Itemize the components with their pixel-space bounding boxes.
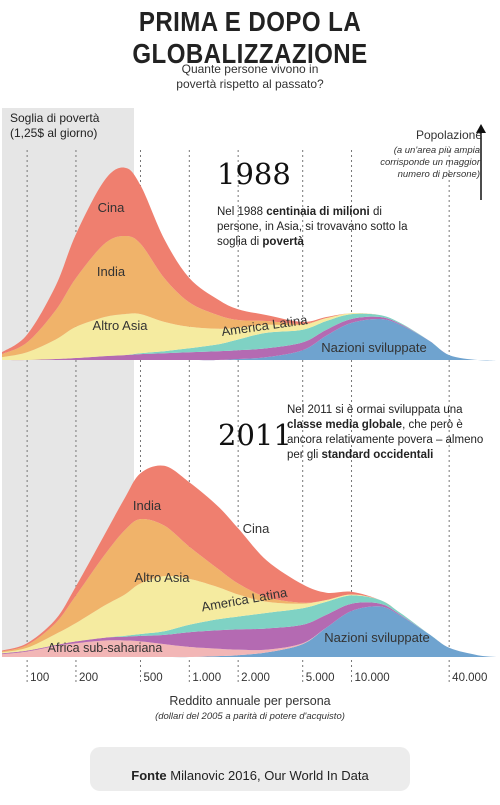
note-2011-part-1: Nel 2011 si è ormai sviluppata una <box>287 404 463 416</box>
poverty-line-label-1: Soglia di povertà <box>10 111 100 125</box>
note-2011-part-3: , che però è ancora relativamente povera… <box>287 419 484 461</box>
population-note-line-3: numero di persone) <box>397 169 480 180</box>
area-2011-nazioni-sviluppate <box>2 606 498 658</box>
year-2011-label: 2011 <box>218 418 292 452</box>
subtitle-line-1: Quante persone vivono in <box>181 62 319 76</box>
note-1988-part-1: Nel 1988 <box>217 206 267 218</box>
x-axis-subtitle: (dollari del 2005 a parità di potere d'a… <box>155 711 345 722</box>
population-arrow-head-icon <box>476 124 486 133</box>
population-note: (a un'area più ampia corrisponde un magg… <box>310 145 480 181</box>
chart-subtitle: Quante persone vivono in povertà rispett… <box>130 62 370 92</box>
poverty-line-label: Soglia di povertà (1,25$ al giorno) <box>10 111 99 141</box>
label-1988-nazioni-sviluppate: Nazioni sviluppate <box>321 340 427 355</box>
label-2011-nazioni-sviluppate: Nazioni sviluppate <box>324 630 430 645</box>
page-title: PRIMA E DOPO LA GLOBALIZZAZIONE <box>132 6 368 69</box>
poverty-line-label-2: (1,25$ al giorno) <box>10 126 98 140</box>
note-2011: Nel 2011 si è ormai sviluppata una class… <box>287 403 497 463</box>
label-1988-altro-asia: Altro Asia <box>93 318 149 333</box>
note-2011-part-4: standard occidentali <box>321 449 434 461</box>
label-2011-africa-sub-sahariana: Africa sub-sahariana <box>48 641 163 655</box>
x-tick-label-2000: 2.000 <box>241 672 270 684</box>
population-note-line-1: (a un'area più ampia <box>393 145 480 156</box>
area-1988-india <box>2 236 498 361</box>
source-line: Fonte Milanovic 2016, Our World In Data <box>90 768 410 783</box>
x-tick-label-40000: 40.000 <box>452 672 487 684</box>
note-1988: Nel 1988 centinaia di milioni di persone… <box>217 205 417 250</box>
area-1988-altro <box>2 316 498 361</box>
note-1988-part-2: centinaia di milioni <box>266 206 370 218</box>
area-2011-africa-sub-sahariana <box>2 606 498 658</box>
year-1988-label: 1988 <box>217 157 291 191</box>
note-1988-part-3: di persone, in Asia, si trovavano sotto … <box>217 206 408 248</box>
x-axis-title: Reddito annuale per persona <box>169 694 331 708</box>
area-1988-nazioni-sviluppate <box>2 318 498 361</box>
label-2011-altro-asia: Altro Asia <box>135 570 191 585</box>
area-1988-america-latina <box>2 313 498 361</box>
subtitle-line-2: povertà rispetto al passato? <box>176 77 324 91</box>
label-2011-india: India <box>133 498 162 513</box>
x-tick-label-5000: 5.000 <box>306 672 335 684</box>
area-2011-cina <box>2 465 498 657</box>
note-1988-part-4: povertà <box>262 236 304 248</box>
source-box <box>90 747 410 791</box>
source-text: Milanovic 2016, Our World In Data <box>170 768 369 783</box>
area-2011-india <box>2 518 498 657</box>
label-1988-india: India <box>97 264 126 279</box>
x-tick-label-10000: 10.000 <box>355 672 390 684</box>
x-tick-label-1000: 1.000 <box>192 672 221 684</box>
label-1988-cina: Cina <box>98 200 126 215</box>
area-2011-america-latina <box>2 595 498 657</box>
area-1988-altro-asia <box>2 312 498 361</box>
x-tick-label-200: 200 <box>79 672 98 684</box>
note-2011-part-2: classe media globale <box>287 419 403 431</box>
x-tick-label-500: 500 <box>143 672 162 684</box>
population-axis-label: Popolazione <box>415 128 482 142</box>
area-1988-cina <box>2 167 498 361</box>
x-tick-label-100: 100 <box>30 672 49 684</box>
area-2011-altro-asia <box>2 575 498 657</box>
source-label: Fonte <box>131 768 167 783</box>
label-2011-cina: Cina <box>243 521 271 536</box>
population-note-line-2: corrisponde un maggior <box>380 157 480 168</box>
area-2011-altro <box>2 602 498 657</box>
